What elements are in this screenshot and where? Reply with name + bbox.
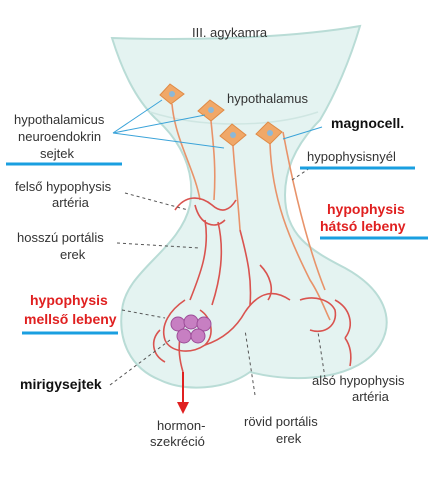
third-ventricle-label: III. agykamra bbox=[192, 25, 268, 40]
leader-lines bbox=[112, 99, 323, 149]
neuron-cell-icon bbox=[255, 121, 283, 145]
short-portal-label-line2: erek bbox=[276, 431, 302, 446]
long-portal-label-line2: erek bbox=[60, 247, 86, 262]
hormone-secretion-label-line2: szekréció bbox=[150, 434, 205, 449]
tissue-outline bbox=[110, 24, 388, 389]
magnocell-label: magnocell. bbox=[331, 115, 404, 131]
anterior-lobe-label-line1: hypophysis bbox=[30, 292, 108, 308]
dashed-leaders bbox=[109, 167, 326, 396]
posterior-lobe-label-line2: hátsó lebeny bbox=[320, 218, 406, 234]
gland-cells-label: mirigysejtek bbox=[20, 376, 102, 392]
hypothalamus-label: hypothalamus bbox=[227, 91, 308, 106]
posterior-lobe-label-line1: hypophysis bbox=[327, 201, 405, 217]
gland-cells bbox=[170, 314, 212, 344]
pituitary-stalk-label: hypophysisnyél bbox=[307, 149, 396, 164]
inferior-artery-label-line1: alsó hypophysis bbox=[312, 373, 405, 388]
neuroendocrine-label-line3: sejtek bbox=[40, 146, 74, 161]
blue-underlines bbox=[6, 162, 428, 335]
anterior-lobe-label-line2: mellső lebeny bbox=[24, 311, 117, 327]
neuroendocrine-label-line1: hypothalamicus bbox=[14, 112, 105, 127]
neuron-cell-icon bbox=[159, 83, 185, 105]
superior-artery-label-line1: felső hypophysis bbox=[15, 179, 112, 194]
long-portal-label-line1: hosszú portális bbox=[17, 230, 104, 245]
neuroendocrine-label-line2: neuroendokrin bbox=[18, 129, 101, 144]
inferior-artery-label-line2: artéria bbox=[352, 389, 390, 404]
hormone-arrow-icon bbox=[177, 372, 189, 414]
short-portal-label-line1: rövid portális bbox=[244, 414, 318, 429]
hypothalamus-boundary bbox=[149, 111, 319, 125]
vessels bbox=[152, 197, 352, 373]
axons bbox=[171, 103, 331, 321]
superior-artery-label-line2: artéria bbox=[52, 195, 90, 210]
hormone-secretion-label-line1: hormon- bbox=[157, 418, 205, 433]
